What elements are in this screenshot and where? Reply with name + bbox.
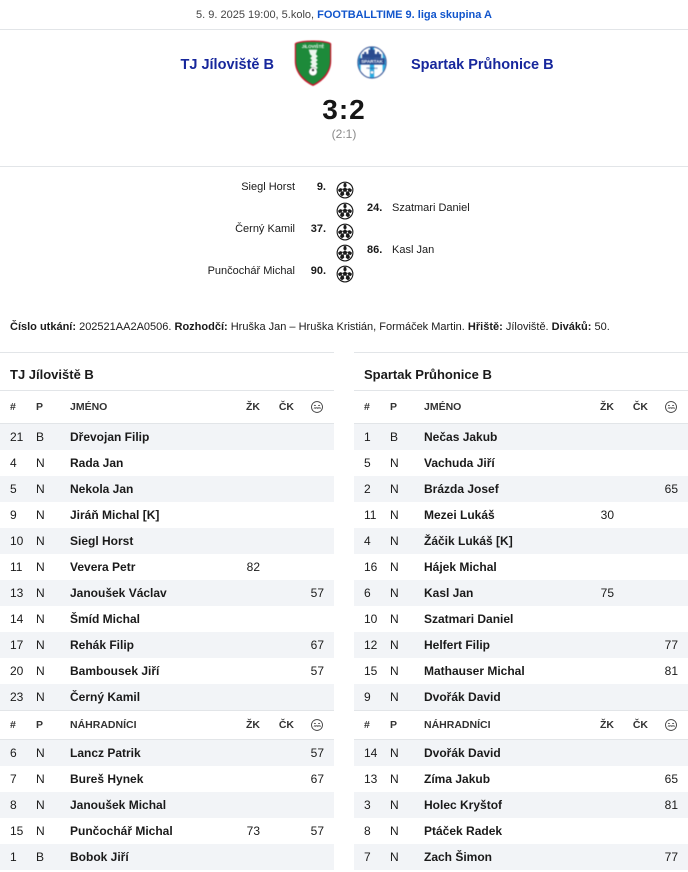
svg-text:JÍLOVIŠTĚ: JÍLOVIŠTĚ	[302, 44, 325, 49]
svg-text:PRŮHONICE: PRŮHONICE	[367, 67, 379, 70]
svg-text:SPARTAK: SPARTAK	[361, 59, 383, 64]
